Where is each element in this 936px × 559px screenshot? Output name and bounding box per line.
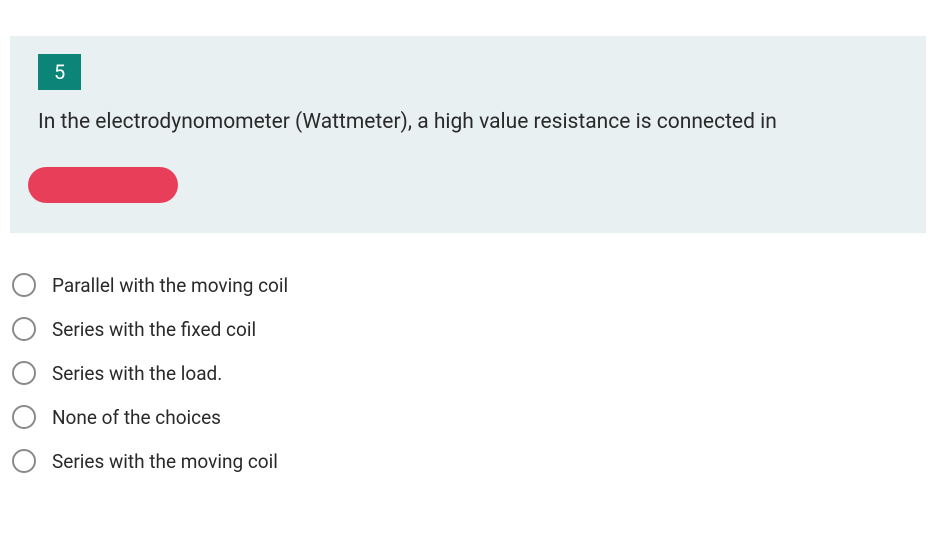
radio-icon[interactable] xyxy=(12,273,36,297)
option-row[interactable]: None of the choices xyxy=(10,395,926,439)
option-row[interactable]: Parallel with the moving coil xyxy=(10,263,926,307)
radio-icon[interactable] xyxy=(12,361,36,385)
question-text: In the electrodynomometer (Wattmeter), a… xyxy=(38,108,898,137)
option-label: Parallel with the moving coil xyxy=(52,274,288,297)
option-row[interactable]: Series with the moving coil xyxy=(10,439,926,483)
option-row[interactable]: Series with the fixed coil xyxy=(10,307,926,351)
radio-icon[interactable] xyxy=(12,405,36,429)
option-label: None of the choices xyxy=(52,406,221,429)
option-label: Series with the fixed coil xyxy=(52,318,256,341)
radio-icon[interactable] xyxy=(12,449,36,473)
question-card: 5 In the electrodynomometer (Wattmeter),… xyxy=(10,36,926,483)
option-label: Series with the load. xyxy=(52,362,222,385)
radio-icon[interactable] xyxy=(12,317,36,341)
question-number-badge: 5 xyxy=(38,54,81,90)
option-label: Series with the moving coil xyxy=(52,450,278,473)
redaction-mark xyxy=(28,167,178,203)
option-row[interactable]: Series with the load. xyxy=(10,351,926,395)
question-header: 5 In the electrodynomometer (Wattmeter),… xyxy=(10,36,926,233)
options-list: Parallel with the moving coil Series wit… xyxy=(10,233,926,483)
